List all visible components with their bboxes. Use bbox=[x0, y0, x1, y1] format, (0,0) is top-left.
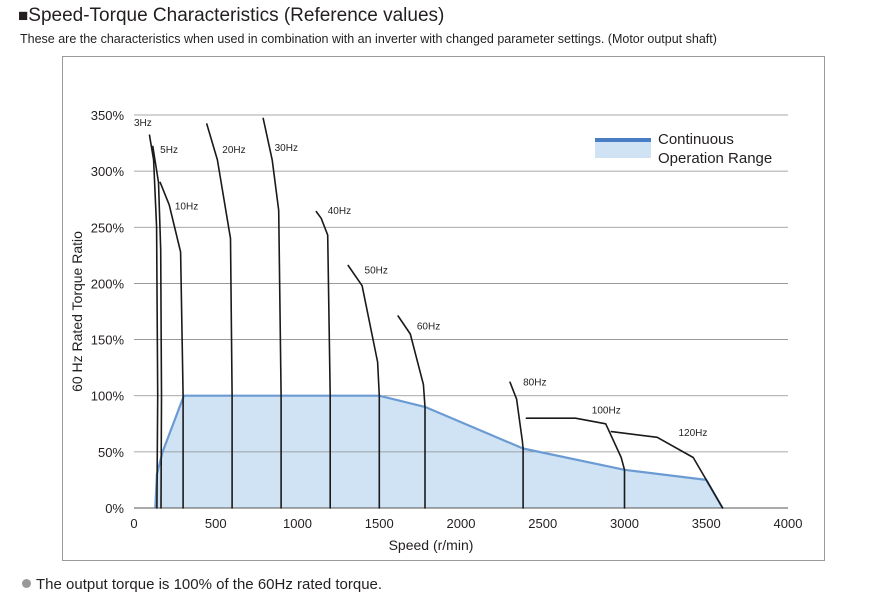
curve-10Hz bbox=[159, 181, 184, 509]
curve-60Hz bbox=[397, 315, 426, 509]
curve-label-60Hz: 60Hz bbox=[417, 321, 440, 332]
legend-label-line2: Operation Range bbox=[658, 150, 772, 167]
y-tick-label-3: 150% bbox=[91, 333, 125, 348]
x-tick-label-4: 2000 bbox=[447, 516, 476, 531]
y-tick-label-0: 0% bbox=[105, 501, 124, 516]
x-tick-label-7: 3500 bbox=[692, 516, 721, 531]
legend-label-line1: Continuous bbox=[658, 131, 734, 148]
legend-swatch-fill bbox=[595, 140, 651, 158]
curve-label-30Hz: 30Hz bbox=[275, 143, 298, 154]
curve-label-10Hz: 10Hz bbox=[175, 201, 198, 212]
curve-100Hz bbox=[525, 417, 626, 509]
y-tick-label-6: 300% bbox=[91, 164, 125, 179]
y-tick-label-7: 350% bbox=[91, 108, 125, 123]
title-square-mark: ■ bbox=[18, 6, 29, 25]
x-tick-label-2: 1000 bbox=[283, 516, 312, 531]
x-tick-label-3: 1500 bbox=[365, 516, 394, 531]
curve-50Hz bbox=[347, 264, 381, 509]
y-tick-label-2: 100% bbox=[91, 389, 125, 404]
curve-30Hz bbox=[262, 117, 282, 509]
y-axis-title: 60 Hz Rated Torque Ratio bbox=[69, 231, 85, 392]
page-subtitle: These are the characteristics when used … bbox=[20, 32, 717, 46]
curve-label-100Hz: 100Hz bbox=[592, 406, 621, 417]
x-axis-title: Speed (r/min) bbox=[389, 537, 474, 553]
curve-label-50Hz: 50Hz bbox=[365, 265, 388, 276]
curve-label-20Hz: 20Hz bbox=[222, 145, 245, 156]
x-tick-label-6: 3000 bbox=[610, 516, 639, 531]
curve-20Hz bbox=[206, 123, 233, 509]
x-tick-label-1: 500 bbox=[205, 516, 227, 531]
continuous-range-edge bbox=[154, 394, 724, 509]
y-tick-label-1: 50% bbox=[98, 445, 124, 460]
x-tick-label-8: 4000 bbox=[774, 516, 803, 531]
curve-label-3Hz: 3Hz bbox=[134, 118, 152, 129]
chart-frame bbox=[62, 56, 825, 561]
y-tick-label-5: 250% bbox=[91, 220, 125, 235]
x-tick-label-0: 0 bbox=[130, 516, 137, 531]
curve-label-120Hz: 120Hz bbox=[678, 428, 707, 439]
page-title: ■Speed-Torque Characteristics (Reference… bbox=[18, 5, 444, 27]
footnote-text: The output torque is 100% of the 60Hz ra… bbox=[36, 576, 383, 593]
curve-label-40Hz: 40Hz bbox=[328, 206, 351, 217]
curve-40Hz bbox=[315, 210, 331, 509]
curve-label-80Hz: 80Hz bbox=[523, 378, 546, 389]
curve-80Hz bbox=[509, 381, 524, 509]
y-tick-label-4: 200% bbox=[91, 276, 125, 291]
curve-5Hz bbox=[152, 145, 163, 509]
footnote: The output torque is 100% of the 60Hz ra… bbox=[22, 576, 382, 593]
curve-3Hz bbox=[148, 134, 159, 509]
curve-label-5Hz: 5Hz bbox=[160, 145, 178, 156]
title-text: Speed-Torque Characteristics (Reference … bbox=[28, 5, 445, 26]
bullet-dot-icon bbox=[22, 579, 31, 588]
x-tick-label-5: 2500 bbox=[528, 516, 557, 531]
curve-120Hz bbox=[610, 430, 724, 509]
